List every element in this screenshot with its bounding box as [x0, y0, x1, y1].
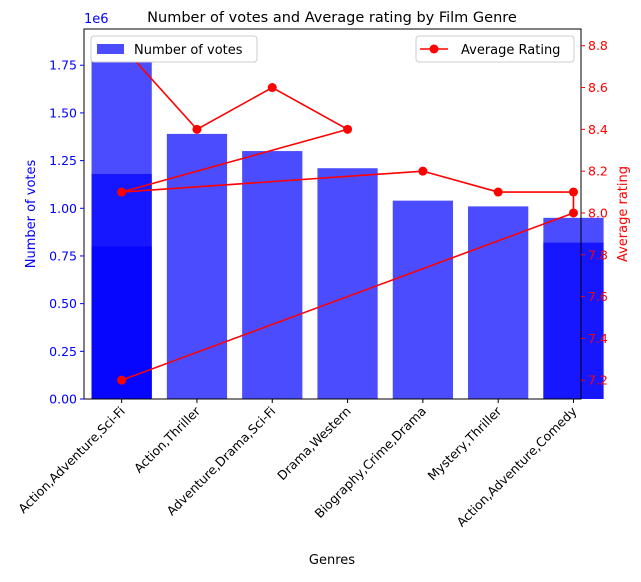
rating-point [117, 375, 127, 385]
bar [317, 168, 378, 399]
legend-bars-box [90, 35, 258, 63]
line-layer [117, 41, 578, 385]
bar [543, 242, 604, 399]
x-axis-label: Genres [309, 553, 355, 568]
left-tick-label: 1.00 [49, 201, 77, 216]
rating-point [192, 124, 202, 134]
left-tick-label: 0.00 [49, 392, 77, 407]
legend-bar-swatch [97, 44, 124, 54]
rating-point [568, 187, 578, 197]
rating-point [267, 83, 277, 93]
right-tick-label: 8.0 [588, 205, 608, 220]
plot-frame [83, 28, 582, 400]
rating-point [343, 124, 353, 134]
legend-bars: Number of votes [90, 35, 258, 63]
right-axis-label: Average rating [616, 166, 631, 262]
left-tick-label: 1.75 [49, 58, 77, 73]
right-tick-label: 7.2 [588, 373, 608, 388]
left-tick-label: 1.50 [49, 105, 77, 120]
legend-line-label: Average Rating [461, 43, 560, 58]
right-tick-label: 8.8 [588, 38, 608, 53]
right-tick-label: 7.8 [588, 247, 608, 262]
bar [392, 200, 453, 399]
bars-layer [91, 48, 604, 399]
legend-bar-label: Number of votes [134, 43, 243, 58]
left-tick-label: 1.25 [49, 153, 77, 168]
rating-point [568, 208, 578, 218]
right-tick-label: 7.6 [588, 289, 608, 304]
left-axis-label: Number of votes [24, 160, 39, 269]
rating-line [120, 45, 575, 381]
chart-title: Number of votes and Average rating by Fi… [147, 10, 517, 26]
bar [468, 206, 529, 399]
left-axis-offset-label: 1e6 [84, 12, 109, 27]
right-tick-label: 8.6 [588, 80, 608, 95]
right-tick-label: 8.4 [588, 122, 608, 137]
legend-line-marker [429, 44, 439, 54]
rating-point [493, 187, 503, 197]
legend-line: Average Rating [415, 35, 575, 63]
left-tick-label: 0.25 [49, 344, 77, 359]
rating-point [117, 187, 127, 197]
left-tick-label: 0.75 [49, 248, 77, 263]
left-axis: 0.00 0.25 0.50 0.75 1.00 1.25 1.50 1.75 [49, 58, 84, 407]
right-axis: 7.2 7.4 7.6 7.8 8.0 8.2 8.4 8.6 8.8 [581, 38, 608, 388]
left-tick-label: 0.50 [49, 296, 77, 311]
right-tick-label: 7.4 [588, 331, 608, 346]
bar [242, 151, 303, 399]
rating-point [418, 166, 428, 176]
bar [166, 133, 228, 399]
legend-line-box [415, 35, 575, 63]
right-tick-label: 8.2 [588, 164, 608, 179]
